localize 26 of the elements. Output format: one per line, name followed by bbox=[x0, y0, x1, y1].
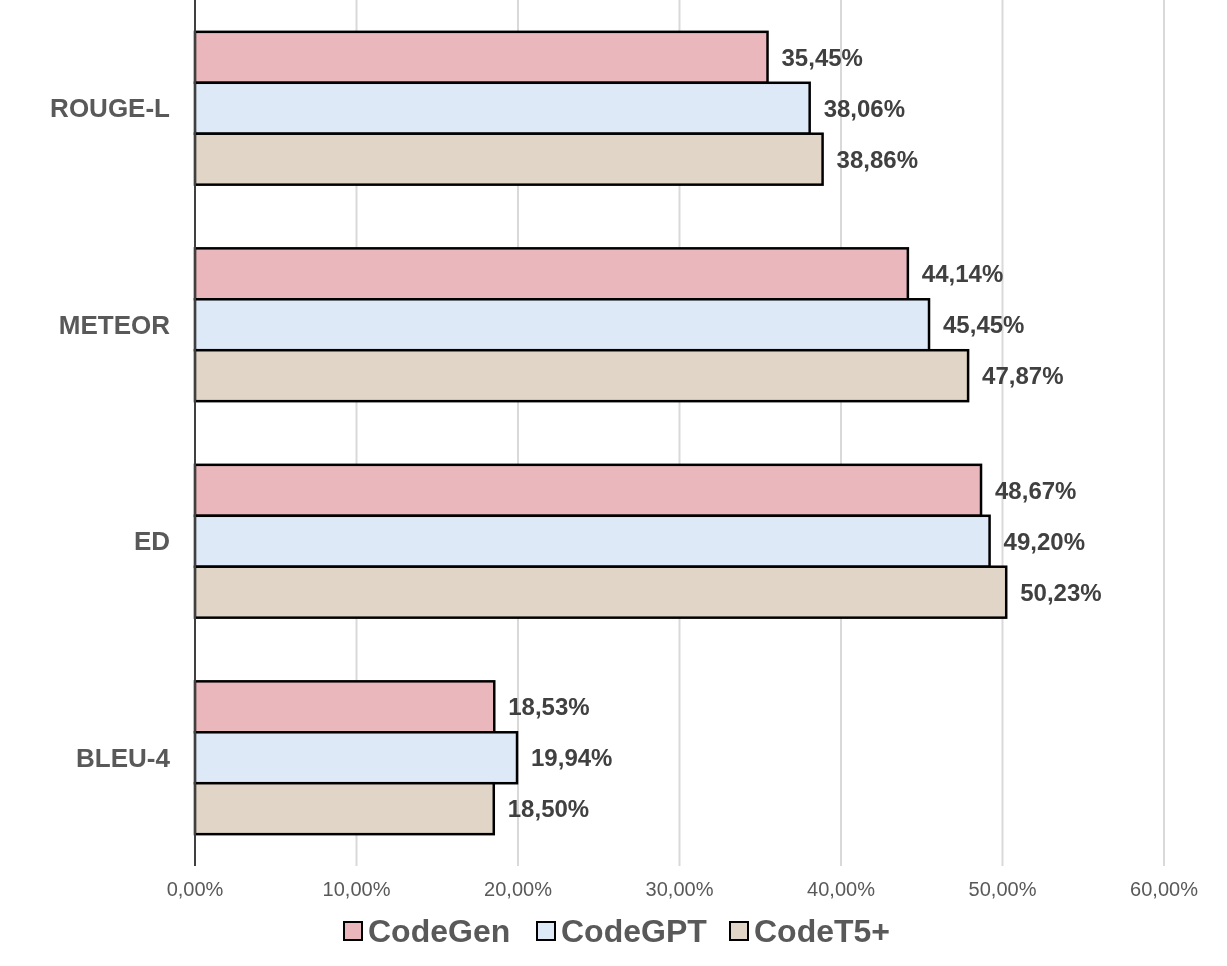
y-tick-label: ED bbox=[133, 526, 170, 557]
legend-label: CodeGPT bbox=[561, 913, 708, 950]
x-tick-label: 0,00% bbox=[166, 878, 224, 900]
x-tick-label: 10,00% bbox=[322, 878, 391, 900]
data-label: 49,20% bbox=[1003, 527, 1085, 555]
data-label: 18,53% bbox=[508, 693, 590, 721]
data-label: 35,45% bbox=[781, 43, 863, 71]
x-tick-label: 40,00% bbox=[807, 878, 876, 900]
data-label: 48,67% bbox=[995, 476, 1077, 504]
data-label: 50,23% bbox=[1020, 578, 1102, 606]
data-label: 38,06% bbox=[823, 94, 906, 122]
x-tick-label: 30,00% bbox=[645, 878, 714, 900]
legend-label: CodeGen bbox=[368, 913, 511, 950]
data-label: 19,94% bbox=[531, 744, 613, 772]
data-label: 18,50% bbox=[507, 795, 590, 823]
y-tick-label: ROUGE-L bbox=[50, 93, 171, 124]
data-label: 47,87% bbox=[982, 362, 1064, 390]
x-tick-label: 20,00% bbox=[484, 878, 553, 900]
y-tick-label: METEOR bbox=[58, 309, 171, 340]
data-label: 45,45% bbox=[943, 311, 1025, 339]
legend-label: CodeT5+ bbox=[754, 913, 891, 950]
x-tick-label: 50,00% bbox=[968, 878, 1037, 900]
data-label: 44,14% bbox=[921, 260, 1004, 288]
x-tick-label: 60,00% bbox=[1130, 878, 1199, 900]
data-label: 38,86% bbox=[836, 145, 918, 173]
y-tick-label: BLEU-4 bbox=[76, 742, 171, 773]
